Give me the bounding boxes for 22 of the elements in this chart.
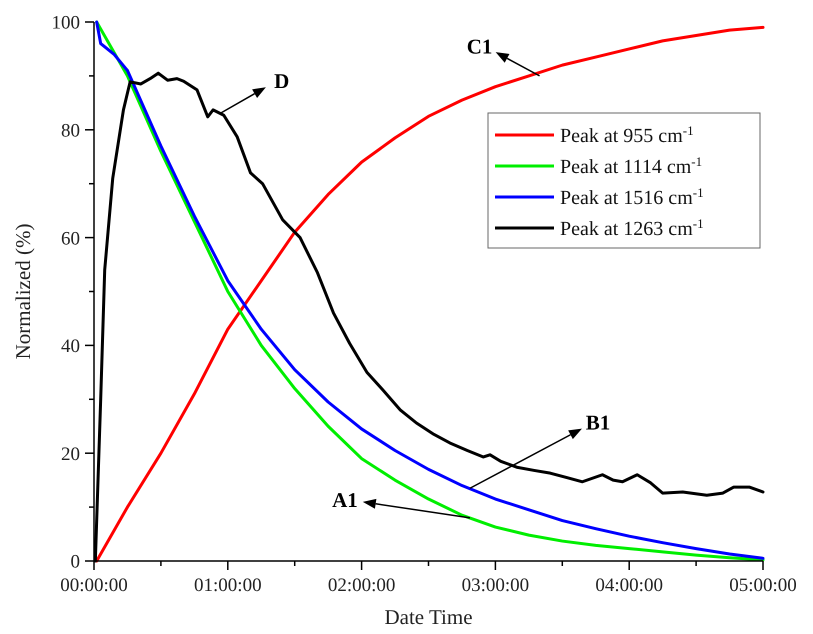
x-tick-label: 03:00:00 [462,575,530,596]
x-tick-label: 05:00:00 [729,575,797,596]
annotation: D [274,68,290,93]
y-tick-label: 0 [70,552,80,573]
x-tick-label: 01:00:00 [194,575,262,596]
legend-label: Peak at 1516 cm$^{-1}$ [560,184,704,209]
x-tick-label: 00:00:00 [60,575,128,596]
x-tick-label: 04:00:00 [595,575,663,596]
legend-label: Peak at 1114 cm$^{-1}$ [560,154,702,178]
y-tick-label: 20 [61,444,80,465]
y-tick-label: 100 [52,12,80,34]
annotation: C1 [466,34,492,58]
annotation: B1 [586,410,610,435]
y-axis-title: Normalized (%) [11,224,35,360]
annotation: A1 [332,488,358,512]
x-tick-label: 02:00:00 [328,575,396,596]
legend-label: Peak at 1263 cm$^{-1}$ [560,216,704,240]
x-axis-title: Date Time [384,605,473,629]
legend-label: Peak at 955 cm$^{-1}$ [560,122,694,147]
y-tick-label: 80 [61,120,80,142]
y-tick-label: 40 [61,336,80,358]
y-tick-label: 60 [61,228,80,250]
